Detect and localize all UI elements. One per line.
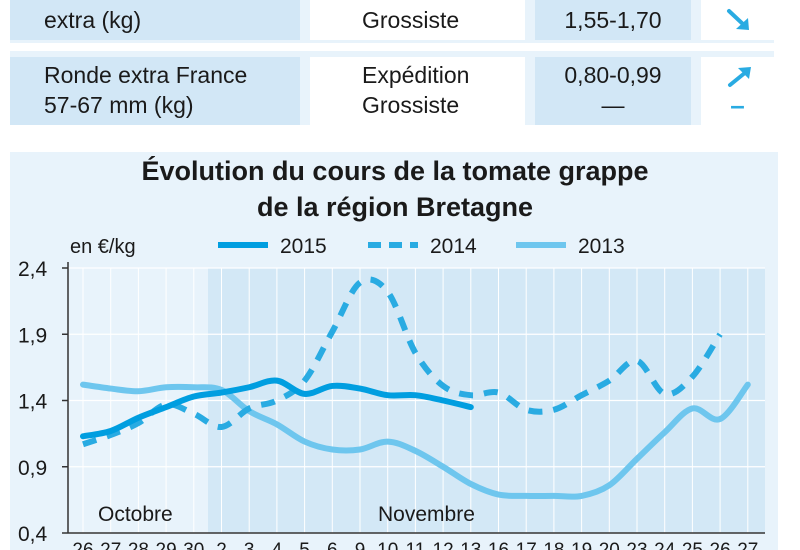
trend-up-icon	[728, 67, 751, 87]
stage-cell: Grossiste	[310, 0, 525, 40]
x-tick-label: 19	[571, 540, 592, 550]
stage-label: Grossiste	[362, 7, 460, 33]
price-value: —	[601, 92, 625, 118]
legend-label: 2015	[280, 235, 327, 258]
x-tick-label: 10	[377, 540, 398, 550]
chart-title: Évolution du cours de la tomate grappe	[141, 156, 649, 186]
product-label: extra (kg)	[44, 7, 142, 33]
stage-label: Expédition	[362, 62, 470, 88]
product-cell: Ronde extra France 57-67 mm (kg)	[10, 57, 300, 125]
trend-cell	[701, 0, 774, 40]
row-divider	[10, 43, 774, 51]
x-tick-label: 4	[272, 540, 283, 550]
x-tick-label: 28	[128, 540, 149, 550]
y-axis-label: en €/kg	[70, 236, 136, 258]
trend-down-icon	[727, 9, 749, 30]
series-line-2015	[80, 377, 474, 440]
trend-flat-label: –	[730, 90, 745, 120]
series-line-2013	[80, 381, 751, 500]
y-tick-label: 0,4	[18, 523, 48, 546]
x-tick-label: 26	[72, 540, 93, 550]
price-table: extra (kg) Grossiste 1,55-1,70 Ronde ext…	[10, 0, 774, 125]
price-cell: 0,80-0,99 —	[535, 57, 691, 125]
x-tick-label: 18	[543, 540, 564, 550]
month-label: Octobre	[98, 503, 173, 526]
x-tick-label: 6	[327, 540, 338, 550]
price-value: 1,55-1,70	[564, 7, 662, 33]
stage-label: Grossiste	[362, 92, 460, 118]
x-tick-label: 27	[737, 540, 758, 550]
month-label: Novembre	[378, 503, 475, 526]
x-tick-label: 2	[216, 540, 227, 550]
x-tick-label: 24	[654, 540, 676, 550]
x-tick-label: 26	[710, 540, 731, 550]
x-tick-label: 20	[599, 540, 620, 550]
product-cell: extra (kg)	[10, 0, 300, 40]
y-tick-label: 2,4	[18, 258, 48, 281]
x-tick-label: 30	[183, 540, 204, 550]
table-row: extra (kg) Grossiste 1,55-1,70	[10, 0, 774, 40]
x-tick-label: 11	[406, 540, 426, 550]
table-row: Ronde extra France 57-67 mm (kg) Expédit…	[10, 57, 774, 125]
product-label: Ronde extra France	[44, 62, 248, 88]
x-tick-label: 16	[488, 540, 509, 550]
series-line-2014	[82, 276, 723, 448]
x-tick-label: 23	[626, 540, 647, 550]
product-label: 57-67 mm (kg)	[44, 92, 194, 118]
y-tick-label: 1,9	[18, 324, 47, 347]
stage-cell: Expédition Grossiste	[310, 57, 525, 125]
x-tick-label: 3	[244, 540, 255, 550]
x-tick-label: 27	[100, 540, 121, 550]
x-tick-label: 5	[299, 540, 310, 550]
x-tick-label: 12	[433, 540, 454, 550]
x-tick-label: 13	[460, 540, 481, 550]
legend-label: 2014	[430, 235, 477, 258]
x-tick-label: 9	[355, 540, 366, 550]
price-cell: 1,55-1,70	[535, 0, 691, 40]
trend-cell: –	[701, 57, 774, 125]
price-value: 0,80-0,99	[564, 62, 662, 88]
y-tick-label: 0,9	[18, 457, 47, 480]
x-tick-label: 25	[682, 540, 703, 550]
y-tick-label: 1,4	[18, 391, 48, 414]
chart-title: de la région Bretagne	[256, 192, 534, 222]
x-tick-label: 29	[156, 540, 177, 550]
x-tick-label: 17	[516, 540, 537, 550]
legend-label: 2013	[578, 235, 625, 258]
